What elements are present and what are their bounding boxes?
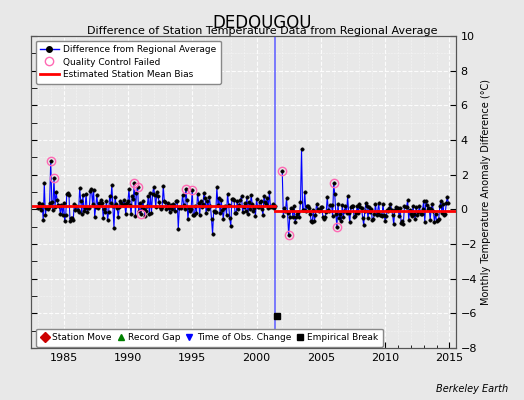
Y-axis label: Monthly Temperature Anomaly Difference (°C): Monthly Temperature Anomaly Difference (… xyxy=(482,79,492,305)
Text: Berkeley Earth: Berkeley Earth xyxy=(436,384,508,394)
Text: Difference of Station Temperature Data from Regional Average: Difference of Station Temperature Data f… xyxy=(87,26,437,36)
Text: DEDOUGOU: DEDOUGOU xyxy=(212,14,312,32)
Legend: Station Move, Record Gap, Time of Obs. Change, Empirical Break: Station Move, Record Gap, Time of Obs. C… xyxy=(36,328,383,347)
